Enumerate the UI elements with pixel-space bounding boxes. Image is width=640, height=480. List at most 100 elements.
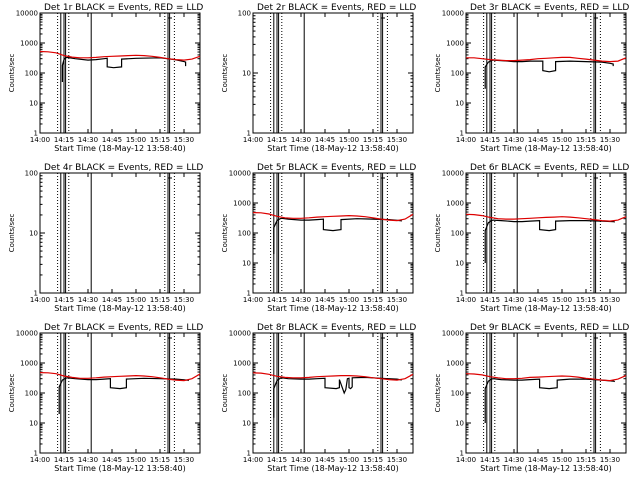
x-tick-label: 14:30: [291, 296, 311, 304]
y-tick-label: 100: [451, 230, 464, 238]
x-tick-label: 15:15: [363, 136, 383, 144]
panel-title: Det 8r BLACK = Events, RED = LLD: [257, 323, 416, 333]
x-tick-label: 14:15: [54, 456, 74, 464]
panel-title: Det 7r BLACK = Events, RED = LLD: [44, 323, 203, 333]
x-axis-label: Start Time (18-May-12 13:58:40): [54, 144, 185, 153]
x-tick-label: 15:15: [576, 296, 596, 304]
lld-series-line: [465, 213, 627, 222]
x-tick-label: 14:30: [504, 296, 524, 304]
y-axis-label: Counts/sec: [221, 54, 229, 93]
x-axis-label: Start Time (18-May-12 13:58:40): [480, 144, 611, 153]
x-tick-label: 15:30: [600, 136, 620, 144]
y-tick-label: 1: [247, 450, 251, 458]
x-tick-label: 15:00: [339, 136, 359, 144]
y-tick-label: 100: [238, 230, 251, 238]
x-tick-label: 14:15: [480, 296, 500, 304]
y-tick-label: 1: [34, 130, 38, 138]
x-tick-label: 15:00: [126, 136, 146, 144]
panel-title: Det 9r BLACK = Events, RED = LLD: [470, 323, 629, 333]
det-panel-2: Det 2r BLACK = Events, RED = LLD Start Ti…: [221, 3, 416, 153]
x-tick-label: 14:45: [102, 296, 122, 304]
x-tick-label: 14:45: [102, 456, 122, 464]
y-tick-label: 1: [34, 290, 38, 298]
x-tick-label: 14:00: [456, 136, 476, 144]
lld-series-line: [252, 372, 414, 381]
x-tick-label: 14:30: [78, 456, 98, 464]
events-series-line: [484, 219, 615, 263]
y-tick-label: 1: [460, 130, 464, 138]
det-panel-7: Det 7r BLACK = Events, RED = LLD Start Ti…: [8, 323, 203, 473]
flare-marker-glyph: [167, 172, 174, 183]
x-tick-label: 15:15: [576, 456, 596, 464]
lld-series-line: [252, 212, 414, 222]
x-tick-label: 15:00: [552, 136, 572, 144]
x-tick-label: 14:45: [102, 136, 122, 144]
events-series-line: [273, 217, 402, 254]
det-panel-9: Det 9r BLACK = Events, RED = LLD Start Ti…: [434, 323, 629, 473]
y-tick-label: 1: [460, 450, 464, 458]
det-panel-4: Det 4r BLACK = Events, RED = LLD Start Ti…: [8, 163, 203, 313]
y-tick-label: 1: [34, 450, 38, 458]
x-axis-label: Start Time (18-May-12 13:58:40): [54, 304, 185, 313]
x-tick-label: 14:00: [456, 456, 476, 464]
x-tick-label: 14:30: [78, 296, 98, 304]
x-tick-label: 14:15: [267, 136, 287, 144]
y-axis-label: Counts/sec: [221, 374, 229, 413]
panel-title: Det 5r BLACK = Events, RED = LLD: [257, 163, 416, 173]
y-axis-label: Counts/sec: [221, 214, 229, 253]
x-tick-label: 14:45: [528, 296, 548, 304]
det-panel-1: Det 1r BLACK = Events, RED = LLD Start Ti…: [8, 3, 203, 153]
events-series-line: [484, 59, 614, 89]
y-tick-label: 10: [455, 260, 464, 268]
flare-marker-glyph: [380, 12, 387, 23]
x-tick-label: 14:15: [480, 136, 500, 144]
x-tick-label: 14:00: [243, 456, 263, 464]
y-tick-label: 1000: [233, 360, 251, 368]
flare-marker-glyph: [167, 332, 174, 343]
x-tick-label: 15:15: [363, 296, 383, 304]
events-series-line: [61, 56, 187, 82]
panel-title: Det 1r BLACK = Events, RED = LLD: [44, 3, 203, 13]
x-tick-label: 14:30: [78, 136, 98, 144]
y-tick-label: 1000: [20, 40, 38, 48]
y-tick-label: 10000: [442, 170, 464, 178]
panel-title: Det 6r BLACK = Events, RED = LLD: [470, 163, 629, 173]
y-tick-label: 10000: [16, 330, 38, 338]
x-tick-label: 15:30: [600, 296, 620, 304]
x-tick-label: 15:30: [174, 136, 194, 144]
y-tick-label: 10: [242, 70, 251, 78]
x-tick-label: 14:00: [243, 296, 263, 304]
panel-title: Det 3r BLACK = Events, RED = LLD: [470, 3, 629, 13]
x-tick-label: 14:45: [528, 456, 548, 464]
y-tick-label: 1000: [233, 200, 251, 208]
x-tick-label: 14:00: [456, 296, 476, 304]
y-tick-label: 10: [242, 260, 251, 268]
y-tick-label: 100: [25, 170, 38, 178]
x-tick-label: 14:45: [315, 136, 335, 144]
y-tick-label: 1: [247, 290, 251, 298]
y-tick-label: 1000: [20, 360, 38, 368]
y-tick-label: 100: [25, 70, 38, 78]
flare-marker-glyph: [593, 12, 600, 23]
y-tick-label: 1: [460, 290, 464, 298]
x-tick-label: 15:15: [363, 456, 383, 464]
x-tick-label: 14:15: [54, 296, 74, 304]
det-panel-6: Det 6r BLACK = Events, RED = LLD Start Ti…: [434, 163, 629, 313]
flare-marker-glyph: [593, 172, 600, 183]
y-tick-label: 10000: [229, 330, 251, 338]
x-tick-label: 14:30: [504, 456, 524, 464]
y-tick-label: 10000: [16, 10, 38, 18]
flare-marker-glyph: [380, 332, 387, 343]
y-axis-label: Counts/sec: [434, 214, 442, 253]
y-axis-label: Counts/sec: [8, 374, 16, 413]
y-axis-label: Counts/sec: [434, 374, 442, 413]
y-tick-label: 100: [451, 70, 464, 78]
panel-title: Det 4r BLACK = Events, RED = LLD: [44, 163, 203, 173]
events-series-line: [273, 376, 402, 418]
x-tick-label: 15:30: [387, 456, 407, 464]
y-tick-label: 10: [455, 100, 464, 108]
y-tick-label: 100: [451, 390, 464, 398]
events-series-line: [58, 377, 189, 414]
x-tick-label: 15:00: [339, 296, 359, 304]
